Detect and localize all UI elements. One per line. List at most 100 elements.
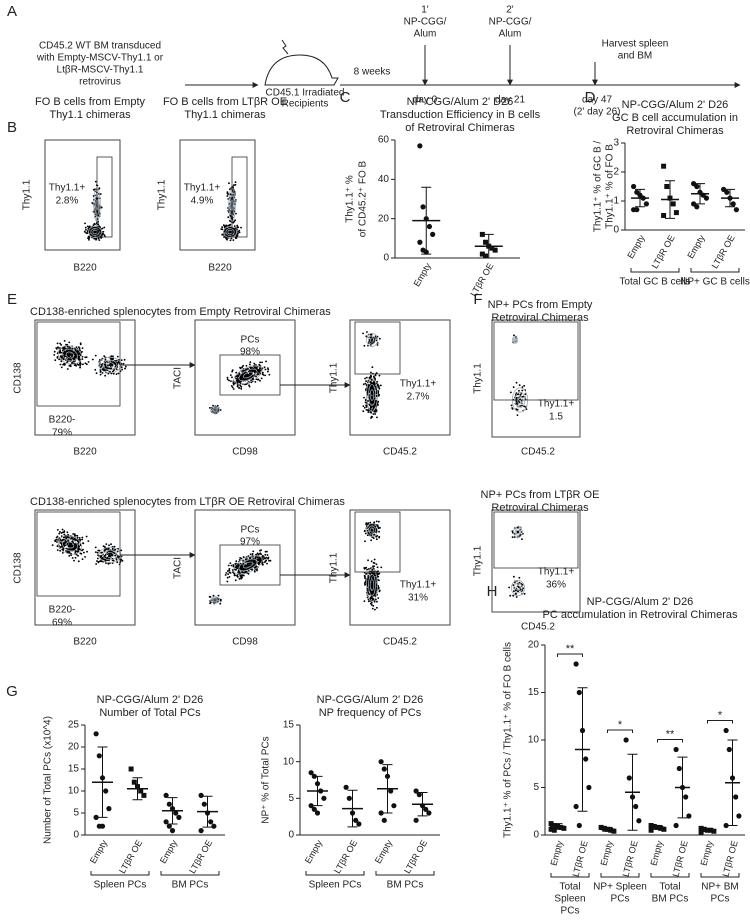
timeline-text: NP-CGG/ — [404, 17, 447, 28]
density-contour — [213, 408, 217, 412]
group-label: NP+ Spleen — [593, 882, 647, 893]
gate-label: PCs — [241, 335, 260, 346]
data-point — [381, 766, 387, 772]
plot-title: FO B cells from Empty — [35, 96, 146, 108]
x-tick-label: Empty — [685, 233, 707, 261]
data-point — [492, 247, 498, 253]
density-contour — [513, 526, 523, 538]
data-point — [314, 810, 321, 816]
timeline-text: (2' day 26) — [574, 107, 621, 118]
data-point — [166, 801, 172, 807]
x-tick-label: Empty — [625, 233, 647, 261]
density-contour — [213, 598, 217, 602]
error-bar — [202, 795, 213, 828]
y-tick-label: 5 — [533, 782, 539, 793]
axis-label: CD45.2 — [521, 447, 555, 458]
significance-bar — [557, 653, 583, 657]
cytometry-events — [220, 224, 242, 242]
density-contour — [368, 384, 376, 406]
timeline-text: CD45.2 WT BM transduced — [39, 41, 161, 52]
density-contour — [511, 336, 519, 344]
gate — [493, 321, 579, 401]
density-contour — [102, 359, 118, 371]
group-bracket — [305, 871, 365, 876]
plot-title: Retroviral Chimeras — [491, 312, 589, 324]
error-bar — [552, 823, 563, 830]
data-point — [548, 821, 554, 827]
density-contour — [57, 345, 83, 365]
data-point — [626, 775, 632, 781]
data-point — [378, 810, 384, 816]
density-contour — [62, 348, 78, 362]
data-point — [391, 803, 397, 809]
axis-label: CD45.2 — [383, 447, 417, 458]
axis-label: B220 — [73, 447, 97, 458]
gate-label: 31% — [408, 593, 428, 604]
group-label: PCs — [561, 906, 580, 917]
axis-label: CD138 — [13, 552, 24, 584]
plot-frame — [34, 509, 136, 626]
error-bar — [347, 789, 358, 828]
density-contour — [513, 338, 517, 342]
data-point — [698, 825, 704, 831]
group-bracket — [90, 871, 150, 876]
gate — [96, 156, 113, 238]
y-tick-label: 40 — [378, 174, 390, 185]
density-contour — [211, 597, 219, 603]
data-point — [598, 824, 604, 830]
y-tick-label: 10 — [528, 735, 540, 746]
y-tick-label: 0 — [73, 830, 79, 841]
density-contour — [238, 368, 258, 382]
chart-title: Retroviral Chimeras — [626, 125, 724, 137]
x-tick-label: Empty — [698, 839, 714, 867]
density-contour — [238, 558, 258, 572]
density-contour — [225, 228, 235, 236]
data-point — [551, 823, 557, 828]
axis-label: CD45.2 — [521, 622, 555, 633]
data-point — [673, 210, 679, 216]
axis-label: B220 — [73, 263, 97, 274]
density-contour — [369, 337, 375, 343]
panel-letter: E — [7, 291, 17, 308]
axis-label: Thy1.1 — [473, 545, 484, 576]
group-bracket — [375, 871, 435, 876]
timeline — [185, 39, 741, 88]
data-point — [723, 822, 729, 829]
data-point — [489, 245, 495, 251]
y-tick-label: 1 — [613, 196, 619, 207]
data-point — [611, 828, 617, 834]
data-point — [643, 201, 650, 207]
data-point — [176, 814, 182, 821]
x-tick-label: Empty — [373, 838, 395, 866]
error-bar — [652, 825, 663, 830]
timeline-text: day 0 — [413, 95, 438, 106]
density-contour — [366, 523, 378, 538]
data-point — [308, 803, 314, 809]
group-label: Total GC B cells — [619, 277, 690, 288]
data-point — [576, 689, 582, 696]
data-point — [308, 770, 314, 776]
plot-frame — [179, 139, 256, 251]
data-point — [634, 207, 640, 213]
data-point — [417, 143, 423, 149]
row-title: CD138-enriched splenocytes from LTβR OE … — [30, 496, 345, 508]
y-tick-label: 2 — [613, 167, 619, 178]
error-bar — [167, 797, 178, 825]
error-bar — [627, 753, 638, 831]
data-point — [664, 184, 670, 189]
plot-frame — [44, 139, 121, 251]
x-tick-label: LTβR OE — [670, 840, 689, 878]
data-point — [103, 788, 109, 794]
group-label: Spleen — [554, 894, 585, 905]
gate-label: Thy1.1+ — [49, 183, 86, 194]
axis-label: Thy1.1 — [157, 179, 168, 210]
gate-label: Thy1.1+ — [538, 567, 575, 578]
group-label: Spleen PCs — [309, 880, 362, 891]
y-tick-label: 0 — [383, 253, 389, 264]
x-tick-label: LTβR OE — [187, 838, 214, 875]
density-contour — [88, 226, 103, 238]
group-label: BM PCs — [652, 894, 689, 905]
density-contour — [512, 337, 518, 343]
y-axis-label: Number of Total PCs (x10^4) — [43, 716, 54, 844]
density-contour — [369, 527, 375, 533]
